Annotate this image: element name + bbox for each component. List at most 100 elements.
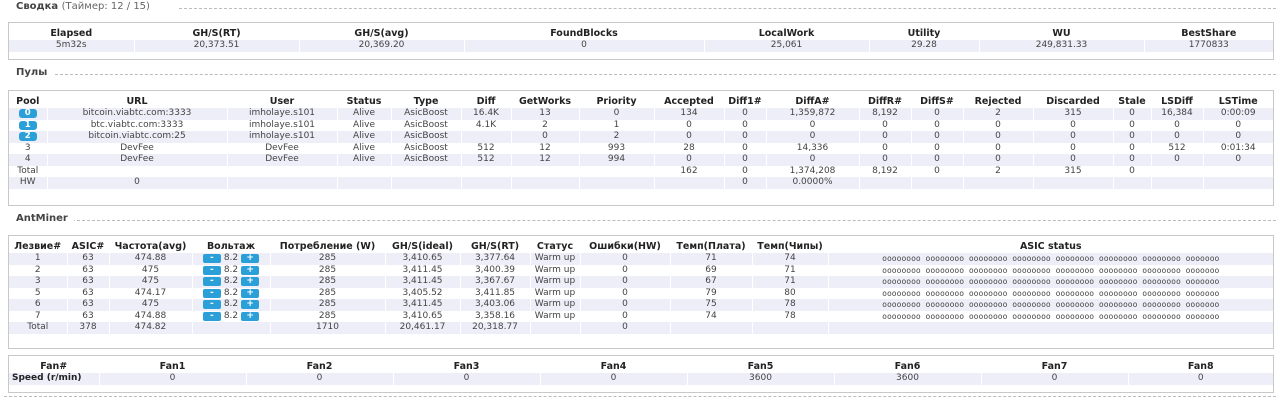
antminer-blade-cell: 1 — [9, 253, 67, 265]
summary-cell: 20,369.20 — [298, 40, 464, 52]
voltage-increase-button[interactable]: + — [241, 311, 260, 321]
pool-cell: 0 — [1112, 119, 1151, 131]
summary-legend: Сводка (Таймер: 12 / 15) — [10, 1, 156, 12]
pools-header: Accepted — [653, 94, 724, 108]
voltage-decrease-button[interactable]: - — [202, 277, 221, 287]
voltage-increase-button[interactable]: + — [241, 254, 260, 264]
pool-cell: 0 — [723, 154, 766, 166]
antminer-freq-cell: 475 — [108, 264, 192, 276]
summary-header: BestShare — [1143, 26, 1273, 40]
antminer-hw-cell: 0 — [579, 287, 670, 299]
voltage-value: 8.2 — [223, 276, 239, 287]
pool-cell: 0 — [962, 119, 1033, 131]
pool-cell: 0 — [765, 154, 859, 166]
voltage-increase-button[interactable]: + — [241, 277, 260, 287]
pool-hw-cell — [1150, 177, 1203, 189]
voltage-decrease-button[interactable]: - — [202, 254, 221, 264]
pool-cell: 0:01:34 — [1202, 142, 1273, 154]
pools-header: Priority — [578, 94, 654, 108]
pool-cell: 993 — [578, 142, 654, 154]
voltage-decrease-button[interactable]: - — [202, 265, 221, 275]
pool-cell: 0 — [962, 131, 1033, 143]
pool-priority-badge[interactable]: 2 — [18, 132, 37, 142]
voltage-decrease-button[interactable]: - — [202, 288, 221, 298]
antminer-freq-cell: 474.82 — [108, 322, 192, 334]
fans-table: Fan# Fan1 Fan2 Fan3 Fan4 Fan5 Fan6 Fan7 Fan8 Spe… — [9, 359, 1273, 385]
antminer-asic-cell: 63 — [66, 310, 109, 322]
antminer-power-cell: 285 — [269, 253, 385, 265]
antminer-total-row: Total 378 474.82 1710 20,461.17 20,318.77 0 — [9, 322, 1273, 334]
voltage-increase-button[interactable]: + — [241, 300, 260, 310]
antminer-header: Темп(Плата) — [669, 239, 752, 253]
pool-cell: AsicBoost — [390, 154, 461, 166]
pool-cell: 0 — [1032, 131, 1113, 143]
summary-table: Elapsed GH/S(RT) GH/S(avg) FoundBlocks Local… — [9, 26, 1273, 52]
fan-speed-cell: 0 — [1127, 373, 1273, 385]
antminer-header: Потребление (W) — [269, 239, 385, 253]
pool-hw-cell: 0.0000% — [765, 177, 859, 189]
antminer-header: Частота(avg) — [108, 239, 192, 253]
antminer-tchip-cell — [751, 322, 828, 334]
pool-cell: 0 — [1032, 154, 1113, 166]
pool-cell: 0 — [1112, 131, 1151, 143]
pool-cell: 0 — [858, 142, 911, 154]
voltage-value: 8.2 — [223, 264, 239, 275]
pool-cell: 28 — [653, 142, 724, 154]
pool-cell: 0 — [1112, 154, 1151, 166]
pool-cell: 0 — [1150, 131, 1203, 143]
pool-cell: 12 — [510, 142, 579, 154]
summary-title: Сводка — [16, 1, 59, 12]
pool-cell: 512 — [460, 142, 511, 154]
summary-divider — [179, 8, 1276, 9]
antminer-header: Темп(Чипы) — [751, 239, 828, 253]
pool-total-cell: 0 — [910, 165, 963, 177]
antminer-hw-cell: 0 — [579, 299, 670, 311]
antminer-title: AntMiner — [16, 213, 68, 224]
voltage-decrease-button[interactable]: - — [202, 311, 221, 321]
pool-cell: 0:00:09 — [1202, 108, 1273, 120]
antminer-tboard-cell: 69 — [669, 264, 752, 276]
pool-priority-badge[interactable]: 1 — [18, 120, 37, 130]
voltage-cell: -8.2 + — [191, 253, 270, 265]
pool-total-cell — [336, 165, 391, 177]
fan-speed-cell: 0 — [392, 373, 540, 385]
antminer-tboard-cell: 71 — [669, 253, 752, 265]
antminer-rt-cell: 3,377.64 — [459, 253, 530, 265]
pool-priority-badge[interactable]: 0 — [18, 109, 37, 119]
pool-cell: imholaye.s101 — [226, 108, 337, 120]
antminer-hw-cell: 0 — [579, 276, 670, 288]
antminer-header: Лезвие# — [14, 240, 62, 252]
pool-hw-cell — [1112, 177, 1151, 189]
pool-total-cell — [1150, 165, 1203, 177]
pool-cell — [460, 131, 511, 143]
antminer-row: 7 63 474.88-8.2 +285 3,410.65 3,358.16 Warm up… — [9, 310, 1273, 322]
pool-cell: 2 — [578, 131, 654, 143]
pool-cell: 1,359,872 — [765, 108, 859, 120]
pool-total-cell — [510, 165, 579, 177]
antminer-tchip-cell: 78 — [751, 299, 828, 311]
fan-header: Fan4 — [539, 359, 687, 373]
pools-section: Пулы Pool URL User Status Type Diff GetWorks Pr… — [4, 66, 1276, 206]
pool-cell: 0 — [653, 154, 724, 166]
pool-cell: 0 — [910, 131, 963, 143]
voltage-value: 8.2 — [223, 287, 239, 298]
antminer-asic-cell: 63 — [66, 299, 109, 311]
voltage-cell: -8.2 + — [191, 264, 270, 276]
timer-text: (Таймер: 12 / 15) — [61, 1, 150, 12]
antminer-header: Ошибки(HW) — [579, 239, 670, 253]
pool-cell: 13 — [510, 108, 579, 120]
pool-cell: imholaye.s101 — [226, 131, 337, 143]
voltage-increase-button[interactable]: + — [241, 288, 260, 298]
antminer-rt-cell: 3,403.06 — [459, 299, 530, 311]
antminer-status-cell: Warm up — [529, 264, 580, 276]
voltage-decrease-button[interactable]: - — [202, 300, 221, 310]
antminer-status-cell: Warm up — [529, 276, 580, 288]
antminer-hw-cell: 0 — [579, 264, 670, 276]
voltage-increase-button[interactable]: + — [241, 265, 260, 275]
pool-cell: AsicBoost — [390, 108, 461, 120]
pool-total-row: Total 162 0 1,374,208 8,192 0 2 315 0 — [9, 165, 1273, 177]
antminer-status-cell: Warm up — [529, 287, 580, 299]
pool-cell: 0 — [723, 108, 766, 120]
pool-cell: DevFee — [226, 154, 337, 166]
antminer-ideal-cell: 3,410.65 — [384, 310, 460, 322]
